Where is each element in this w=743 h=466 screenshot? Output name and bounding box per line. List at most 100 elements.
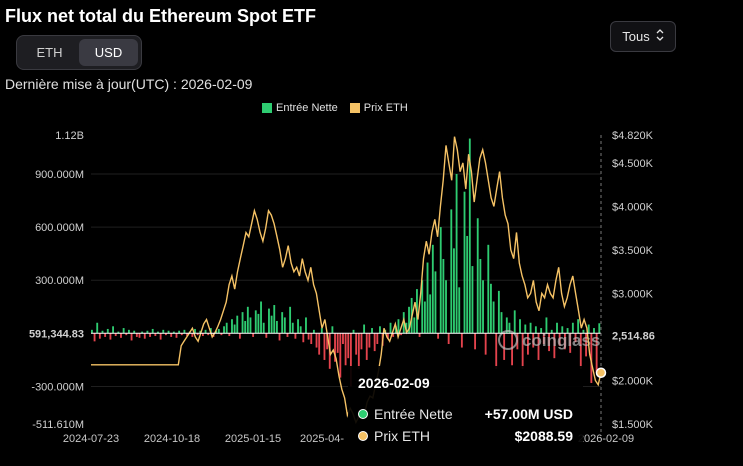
bar bbox=[135, 333, 138, 337]
bar bbox=[450, 209, 453, 334]
bar bbox=[561, 326, 564, 334]
bar bbox=[307, 333, 310, 340]
toggle-eth-button[interactable]: ETH bbox=[36, 45, 63, 60]
bar bbox=[458, 287, 461, 334]
bar bbox=[558, 333, 561, 346]
bar bbox=[117, 331, 120, 334]
legend-swatch-price bbox=[349, 103, 360, 113]
bar bbox=[262, 322, 265, 334]
bar bbox=[545, 317, 548, 334]
bar bbox=[453, 248, 455, 334]
right-axis-tick-label: $3.000K bbox=[612, 288, 654, 300]
bar bbox=[175, 333, 178, 338]
left-axis-tick-label: 300.000M bbox=[35, 275, 84, 287]
bar bbox=[217, 328, 220, 334]
bar bbox=[577, 319, 580, 334]
bar bbox=[318, 333, 321, 355]
bar bbox=[529, 322, 532, 334]
bar bbox=[154, 333, 157, 337]
bar bbox=[225, 322, 228, 334]
left-axis-tick-label: -511.610M bbox=[32, 419, 84, 431]
bar bbox=[167, 330, 170, 334]
bar bbox=[254, 310, 257, 334]
bar bbox=[363, 324, 366, 334]
bar bbox=[534, 326, 537, 334]
bar bbox=[373, 333, 376, 352]
tooltip-row-inflow: Entrée Nette +57.00M USD bbox=[358, 403, 573, 425]
bar bbox=[170, 333, 173, 337]
bar bbox=[524, 324, 527, 334]
bar bbox=[204, 329, 207, 334]
bar bbox=[91, 329, 93, 334]
bar bbox=[257, 313, 260, 334]
bar bbox=[413, 317, 416, 334]
bar bbox=[286, 333, 289, 337]
legend-item-price[interactable]: Prix ETH bbox=[349, 102, 408, 114]
bar bbox=[542, 333, 545, 345]
bar bbox=[476, 218, 479, 334]
bar bbox=[334, 333, 336, 362]
bar bbox=[349, 333, 352, 387]
bar bbox=[125, 333, 128, 336]
bar bbox=[112, 326, 114, 334]
bar bbox=[365, 333, 368, 360]
bar bbox=[532, 333, 535, 348]
tooltip-label-inflow: Entrée Nette bbox=[374, 406, 453, 422]
bar bbox=[408, 306, 410, 334]
last-updated: Dernière mise à jour(UTC) : 2026-02-09 bbox=[5, 76, 253, 92]
bar bbox=[127, 329, 130, 334]
bar bbox=[386, 333, 389, 339]
left-axis-tick-label: 900.000M bbox=[35, 169, 84, 181]
tooltip-row-price: Prix ETH $2088.59 bbox=[358, 425, 573, 447]
bar bbox=[553, 333, 556, 359]
bar bbox=[146, 330, 149, 334]
bar bbox=[426, 262, 429, 334]
bar bbox=[93, 333, 96, 342]
bar bbox=[593, 328, 595, 334]
bar bbox=[598, 323, 601, 334]
x-axis-tick-label: 2024-10-18 bbox=[144, 433, 200, 445]
bar bbox=[482, 280, 484, 334]
legend-swatch-inflow bbox=[262, 103, 272, 113]
bar bbox=[207, 333, 210, 336]
bar bbox=[564, 333, 566, 350]
bar bbox=[186, 333, 188, 337]
bar bbox=[162, 329, 165, 334]
bar bbox=[96, 322, 99, 334]
bar bbox=[540, 328, 543, 334]
right-axis-tick-label: $2.000K bbox=[612, 375, 654, 387]
bar bbox=[233, 324, 236, 334]
bar bbox=[310, 333, 313, 345]
right-axis-tick-label: $1.500K bbox=[612, 419, 654, 431]
bar bbox=[157, 331, 159, 334]
chevron-updown-icon bbox=[656, 29, 664, 44]
bar bbox=[302, 333, 305, 343]
bar bbox=[505, 317, 508, 334]
bar bbox=[421, 280, 424, 334]
bar bbox=[590, 333, 593, 383]
right-axis-tick-label: 2,514.86 bbox=[612, 331, 655, 343]
bar bbox=[260, 301, 262, 334]
bar bbox=[429, 294, 432, 334]
legend-item-inflow[interactable]: Entrée Nette bbox=[262, 102, 338, 114]
bar bbox=[400, 333, 403, 336]
bar bbox=[527, 333, 529, 355]
bar bbox=[236, 315, 239, 334]
bar bbox=[278, 333, 281, 341]
toggle-usd-button[interactable]: USD bbox=[79, 39, 138, 66]
bar bbox=[149, 333, 151, 337]
tooltip-value-inflow: +57.00M USD bbox=[484, 406, 573, 422]
bar bbox=[305, 317, 307, 334]
chart-tooltip: 2026-02-09 Entrée Nette +57.00M USD Prix… bbox=[348, 366, 583, 466]
left-axis-tick-label: 1.12B bbox=[55, 130, 84, 142]
range-select[interactable]: Tous bbox=[610, 21, 676, 52]
bar bbox=[122, 328, 125, 334]
range-select-value: Tous bbox=[622, 29, 650, 44]
bar bbox=[423, 301, 426, 334]
bar bbox=[445, 280, 447, 334]
left-axis-tick-label: 600.000M bbox=[35, 222, 84, 234]
bar bbox=[281, 312, 284, 334]
bar bbox=[344, 333, 347, 366]
bar bbox=[447, 333, 450, 345]
bar bbox=[223, 326, 225, 334]
